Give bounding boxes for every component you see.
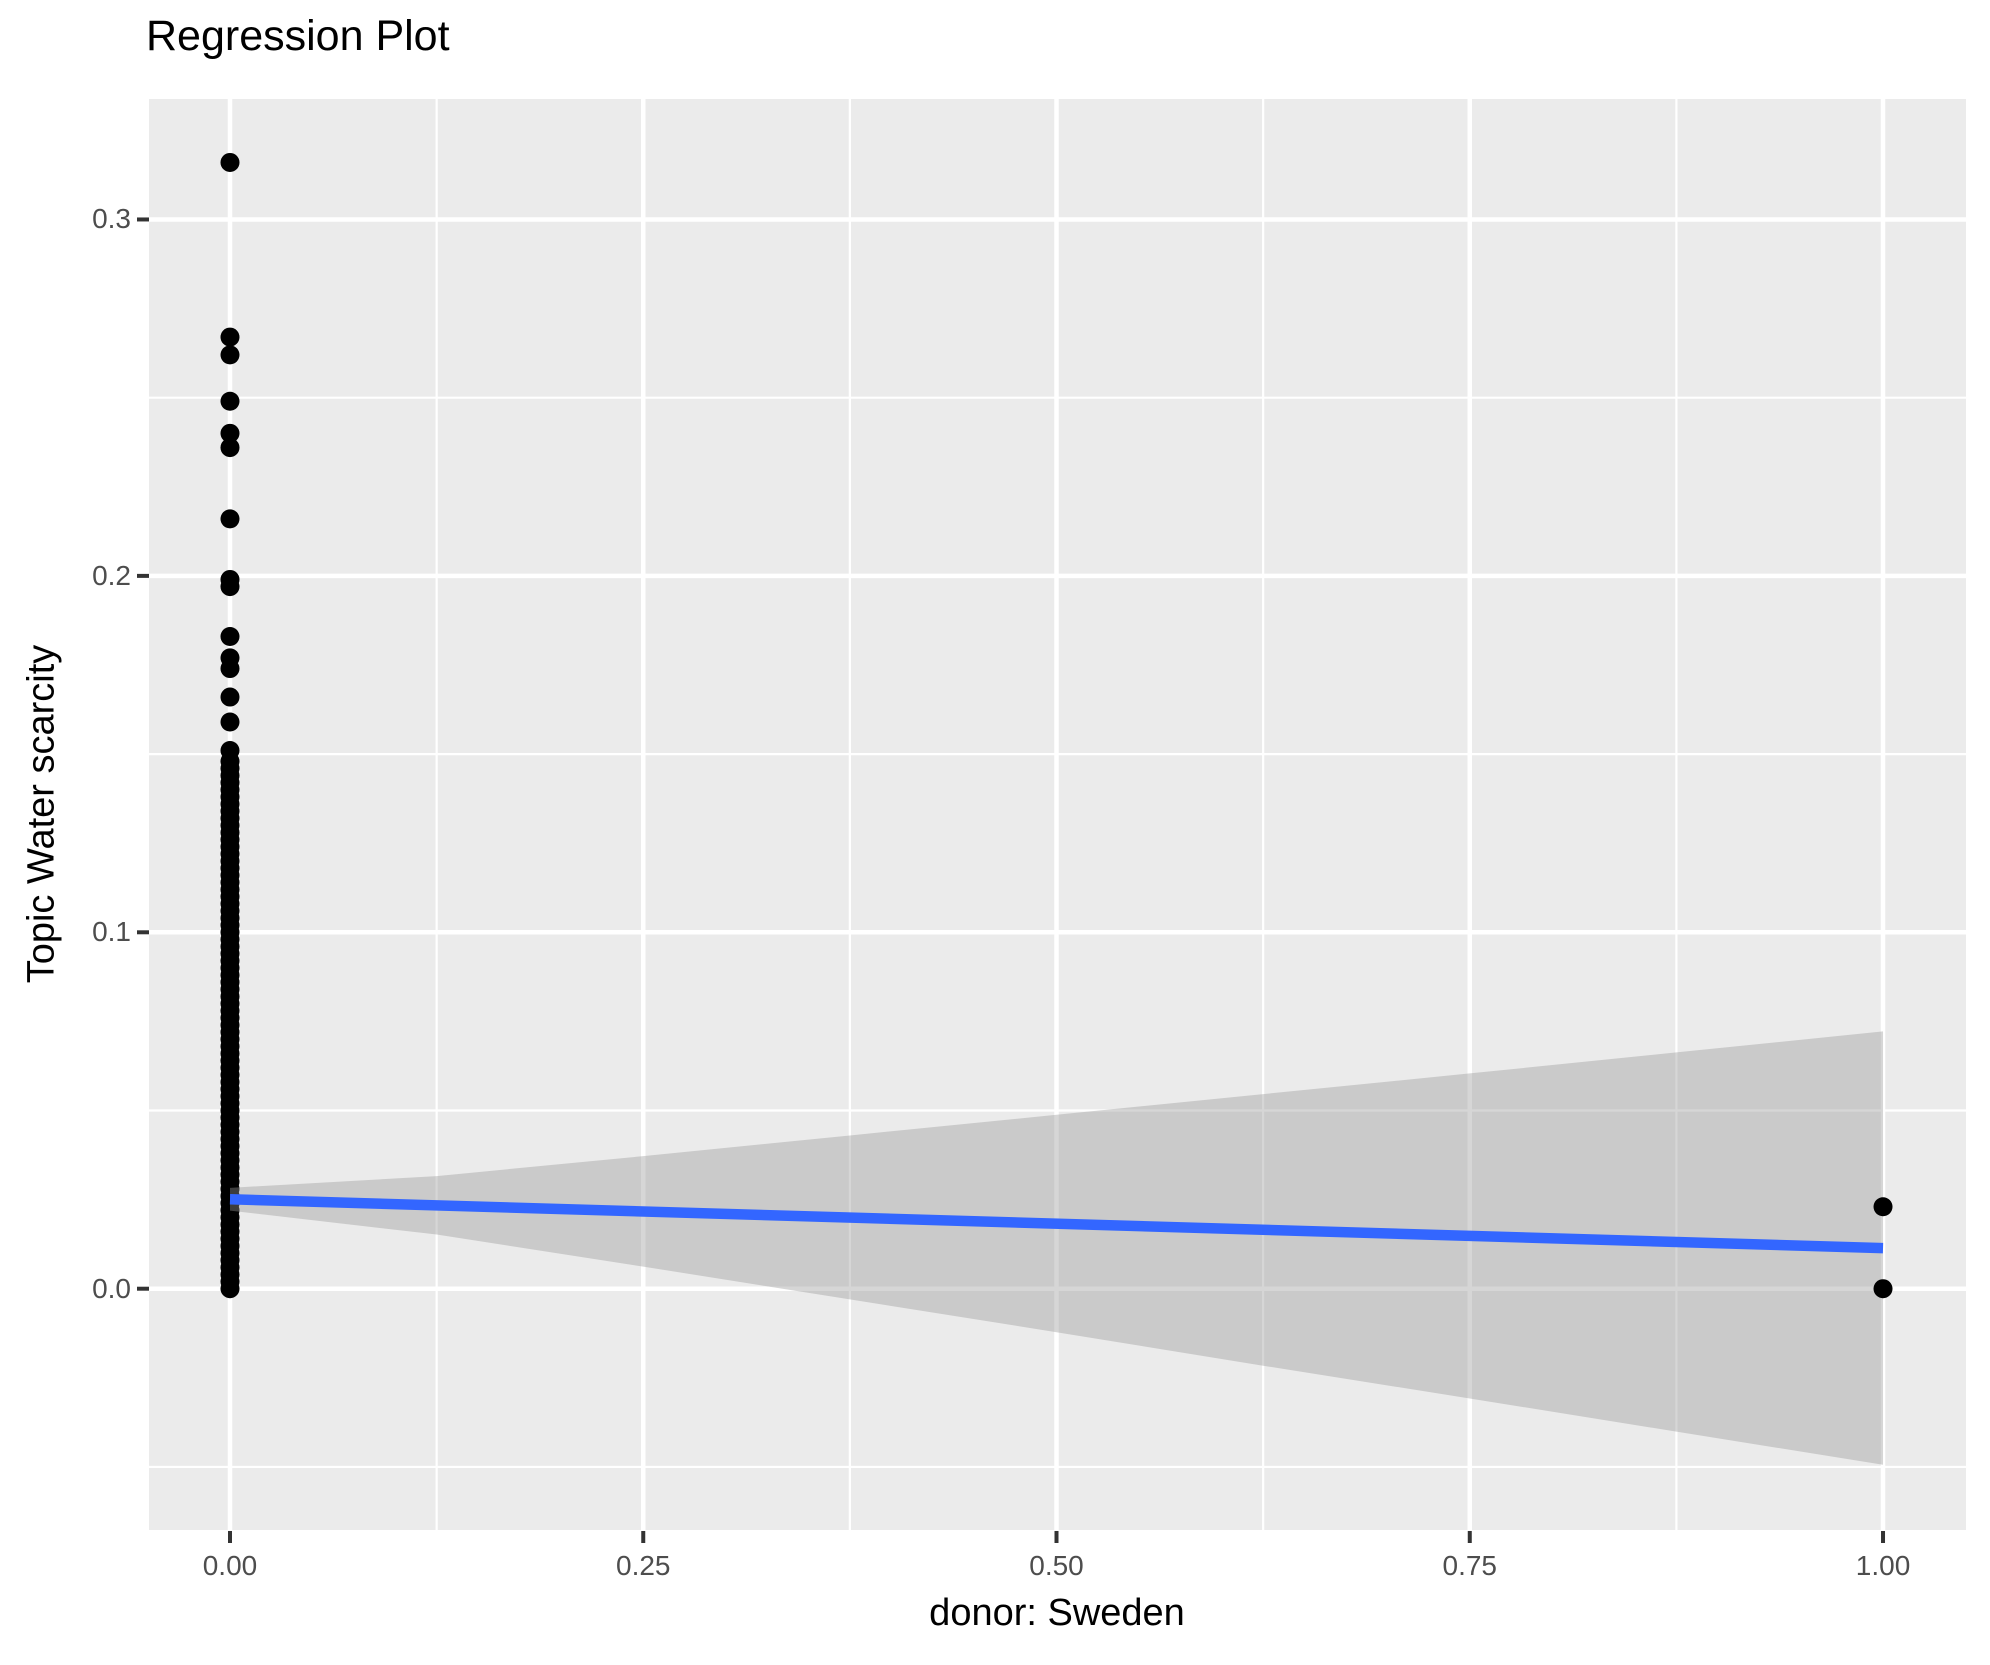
- y-tick-label: 0.2: [92, 559, 131, 591]
- data-point: [220, 659, 240, 679]
- x-tick-label: 0.25: [616, 1550, 671, 1581]
- y-tick-label: 0.3: [92, 203, 131, 235]
- x-tick-label: 1.00: [1855, 1550, 1911, 1581]
- x-tick-label: 0.50: [1029, 1550, 1084, 1581]
- y-tick-label: 0.0: [92, 1272, 131, 1304]
- x-tick-label: 0.75: [1442, 1550, 1498, 1581]
- data-point: [220, 438, 240, 458]
- data-point: [220, 345, 240, 365]
- data-point: [220, 327, 240, 347]
- data-point: [220, 577, 240, 597]
- data-point: [220, 423, 240, 443]
- confidence-band: [229, 1031, 1884, 1465]
- data-point: [1873, 1279, 1893, 1299]
- data-point: [220, 712, 240, 732]
- data-point: [1873, 1197, 1893, 1217]
- x-axis-title: donor: Sweden: [929, 1592, 1185, 1634]
- data-point: [220, 626, 240, 646]
- data-point: [220, 509, 240, 529]
- regression-line: [229, 1194, 1884, 1254]
- x-tick-label: 0.00: [202, 1550, 258, 1581]
- data-point: [220, 391, 240, 411]
- data-point: [220, 687, 240, 707]
- plot-title: Regression Plot: [146, 12, 450, 60]
- data-point: [220, 1279, 240, 1299]
- data-point: [220, 152, 240, 172]
- y-tick-label: 0.1: [92, 916, 131, 948]
